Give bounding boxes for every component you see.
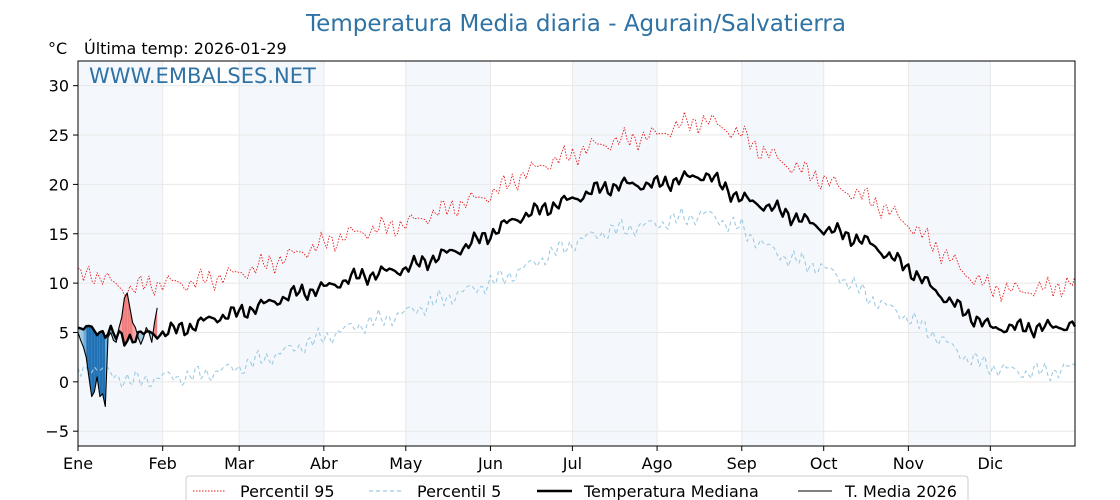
unit-label: °C — [48, 39, 67, 58]
legend-box — [185, 475, 969, 500]
y-tick-label-3: 10 — [49, 274, 69, 293]
chart-title: Temperatura Media diaria - Agurain/Salva… — [305, 11, 846, 37]
x-tick-label-7: Ago — [642, 454, 673, 473]
x-tick-label-11: Dic — [978, 454, 1004, 473]
anomaly-fill-28 — [154, 307, 158, 339]
legend-label-2026: T. Media 2026 — [844, 482, 957, 500]
x-tick-label-0: Ene — [63, 454, 93, 473]
legend-label-p95: Percentil 95 — [240, 482, 335, 500]
month-shade-4 — [741, 61, 824, 446]
series-line-2 — [77, 170, 1077, 347]
plot-frame — [77, 60, 1076, 447]
x-axis: Ene Feb Mar Abr May Jun Jul Ago Sep Oct Nov Dic — [63, 446, 1003, 473]
anomaly-fill-5 — [91, 326, 95, 397]
anomaly-fill-17 — [124, 292, 128, 346]
series-line-3 — [77, 292, 158, 408]
x-tick-label-10: Nov — [893, 454, 924, 473]
anomaly-fill-20 — [132, 322, 136, 343]
legend-label-p5: Percentil 5 — [417, 482, 501, 500]
plot-background — [78, 61, 991, 446]
y-tick-label-2: 5 — [59, 323, 69, 342]
anomaly-fill-6 — [94, 330, 98, 392]
x-tick-label-8: Sep — [727, 454, 757, 473]
y-tick-label-1: 0 — [59, 373, 69, 392]
series-lines — [77, 111, 1077, 408]
series-line-1 — [77, 207, 1076, 389]
x-tick-label-3: Abr — [310, 454, 338, 473]
y-tick-label-7: 30 — [49, 77, 69, 96]
series-line-0 — [77, 111, 1076, 302]
y-tick-label-4: 15 — [49, 225, 69, 244]
x-tick-label-1: Feb — [149, 454, 177, 473]
anomaly-fill-8 — [99, 331, 103, 397]
legend-label-median: Temperatura Mediana — [583, 482, 759, 500]
x-tick-label-4: May — [389, 454, 422, 473]
y-tick-label-0: −5 — [45, 422, 69, 441]
x-tick-label-9: Oct — [810, 454, 838, 473]
y-tick-label-5: 20 — [49, 175, 69, 194]
month-shade-5 — [908, 61, 991, 446]
month-shade-2 — [405, 61, 491, 446]
anomaly-fill-1 — [80, 328, 84, 348]
month-shade-1 — [239, 61, 324, 446]
x-tick-label-6: Jul — [562, 454, 582, 473]
y-axis: −5 0 5 10 15 20 25 30 — [45, 77, 78, 441]
month-shade-3 — [572, 61, 658, 446]
watermark: WWW.EMBALSES.NET — [89, 64, 316, 88]
x-tick-label-2: Mar — [224, 454, 255, 473]
anomaly-fill-9 — [102, 331, 106, 407]
last-temp-label: Última temp: 2026-01-29 — [84, 39, 287, 58]
legend: Percentil 95 Percentil 5 Temperatura Med… — [185, 475, 969, 500]
x-tick-label-5: Jun — [477, 454, 503, 473]
y-tick-label-6: 25 — [49, 126, 69, 145]
anomaly-fill-3 — [86, 325, 89, 377]
anomaly-fill-19 — [129, 307, 133, 343]
